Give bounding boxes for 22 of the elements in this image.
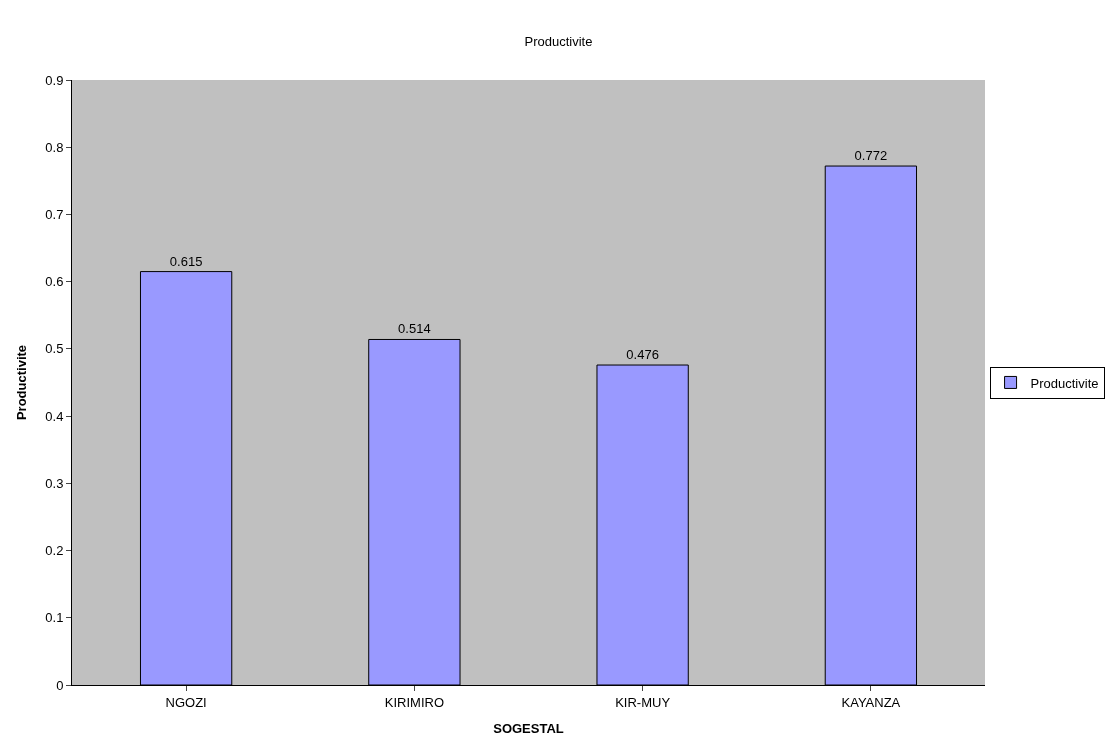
y-tick-label: 0.8 (45, 139, 64, 155)
y-tick-label: 0.4 (45, 408, 64, 424)
y-tick-label: 0.5 (45, 341, 64, 357)
y-tick-label: 0.7 (45, 206, 64, 222)
x-tick-label: NGOZI (165, 694, 207, 710)
legend-label: Productivite (1030, 375, 1099, 391)
x-tick-label: KAYANZA (841, 694, 901, 710)
y-tick-label: 0.3 (45, 475, 64, 491)
y-tick-label: 0.2 (45, 543, 64, 559)
y-tick-label: 0.6 (45, 274, 64, 290)
data-label: 0.514 (398, 321, 431, 337)
y-tick-label: 0 (56, 677, 64, 693)
x-axis-title: SOGESTAL (493, 721, 564, 737)
chart-title: Productivite (524, 34, 593, 50)
y-tick-label: 0.1 (45, 610, 64, 626)
x-tick-label: KIR-MUY (615, 694, 671, 710)
x-tick-label: KIRIMIRO (384, 694, 444, 710)
data-label: 0.772 (854, 148, 888, 164)
data-label: 0.476 (626, 347, 659, 363)
data-label: 0.615 (169, 253, 203, 269)
y-axis-title: Productivite (14, 344, 30, 421)
y-tick-label: 0.9 (45, 72, 64, 88)
